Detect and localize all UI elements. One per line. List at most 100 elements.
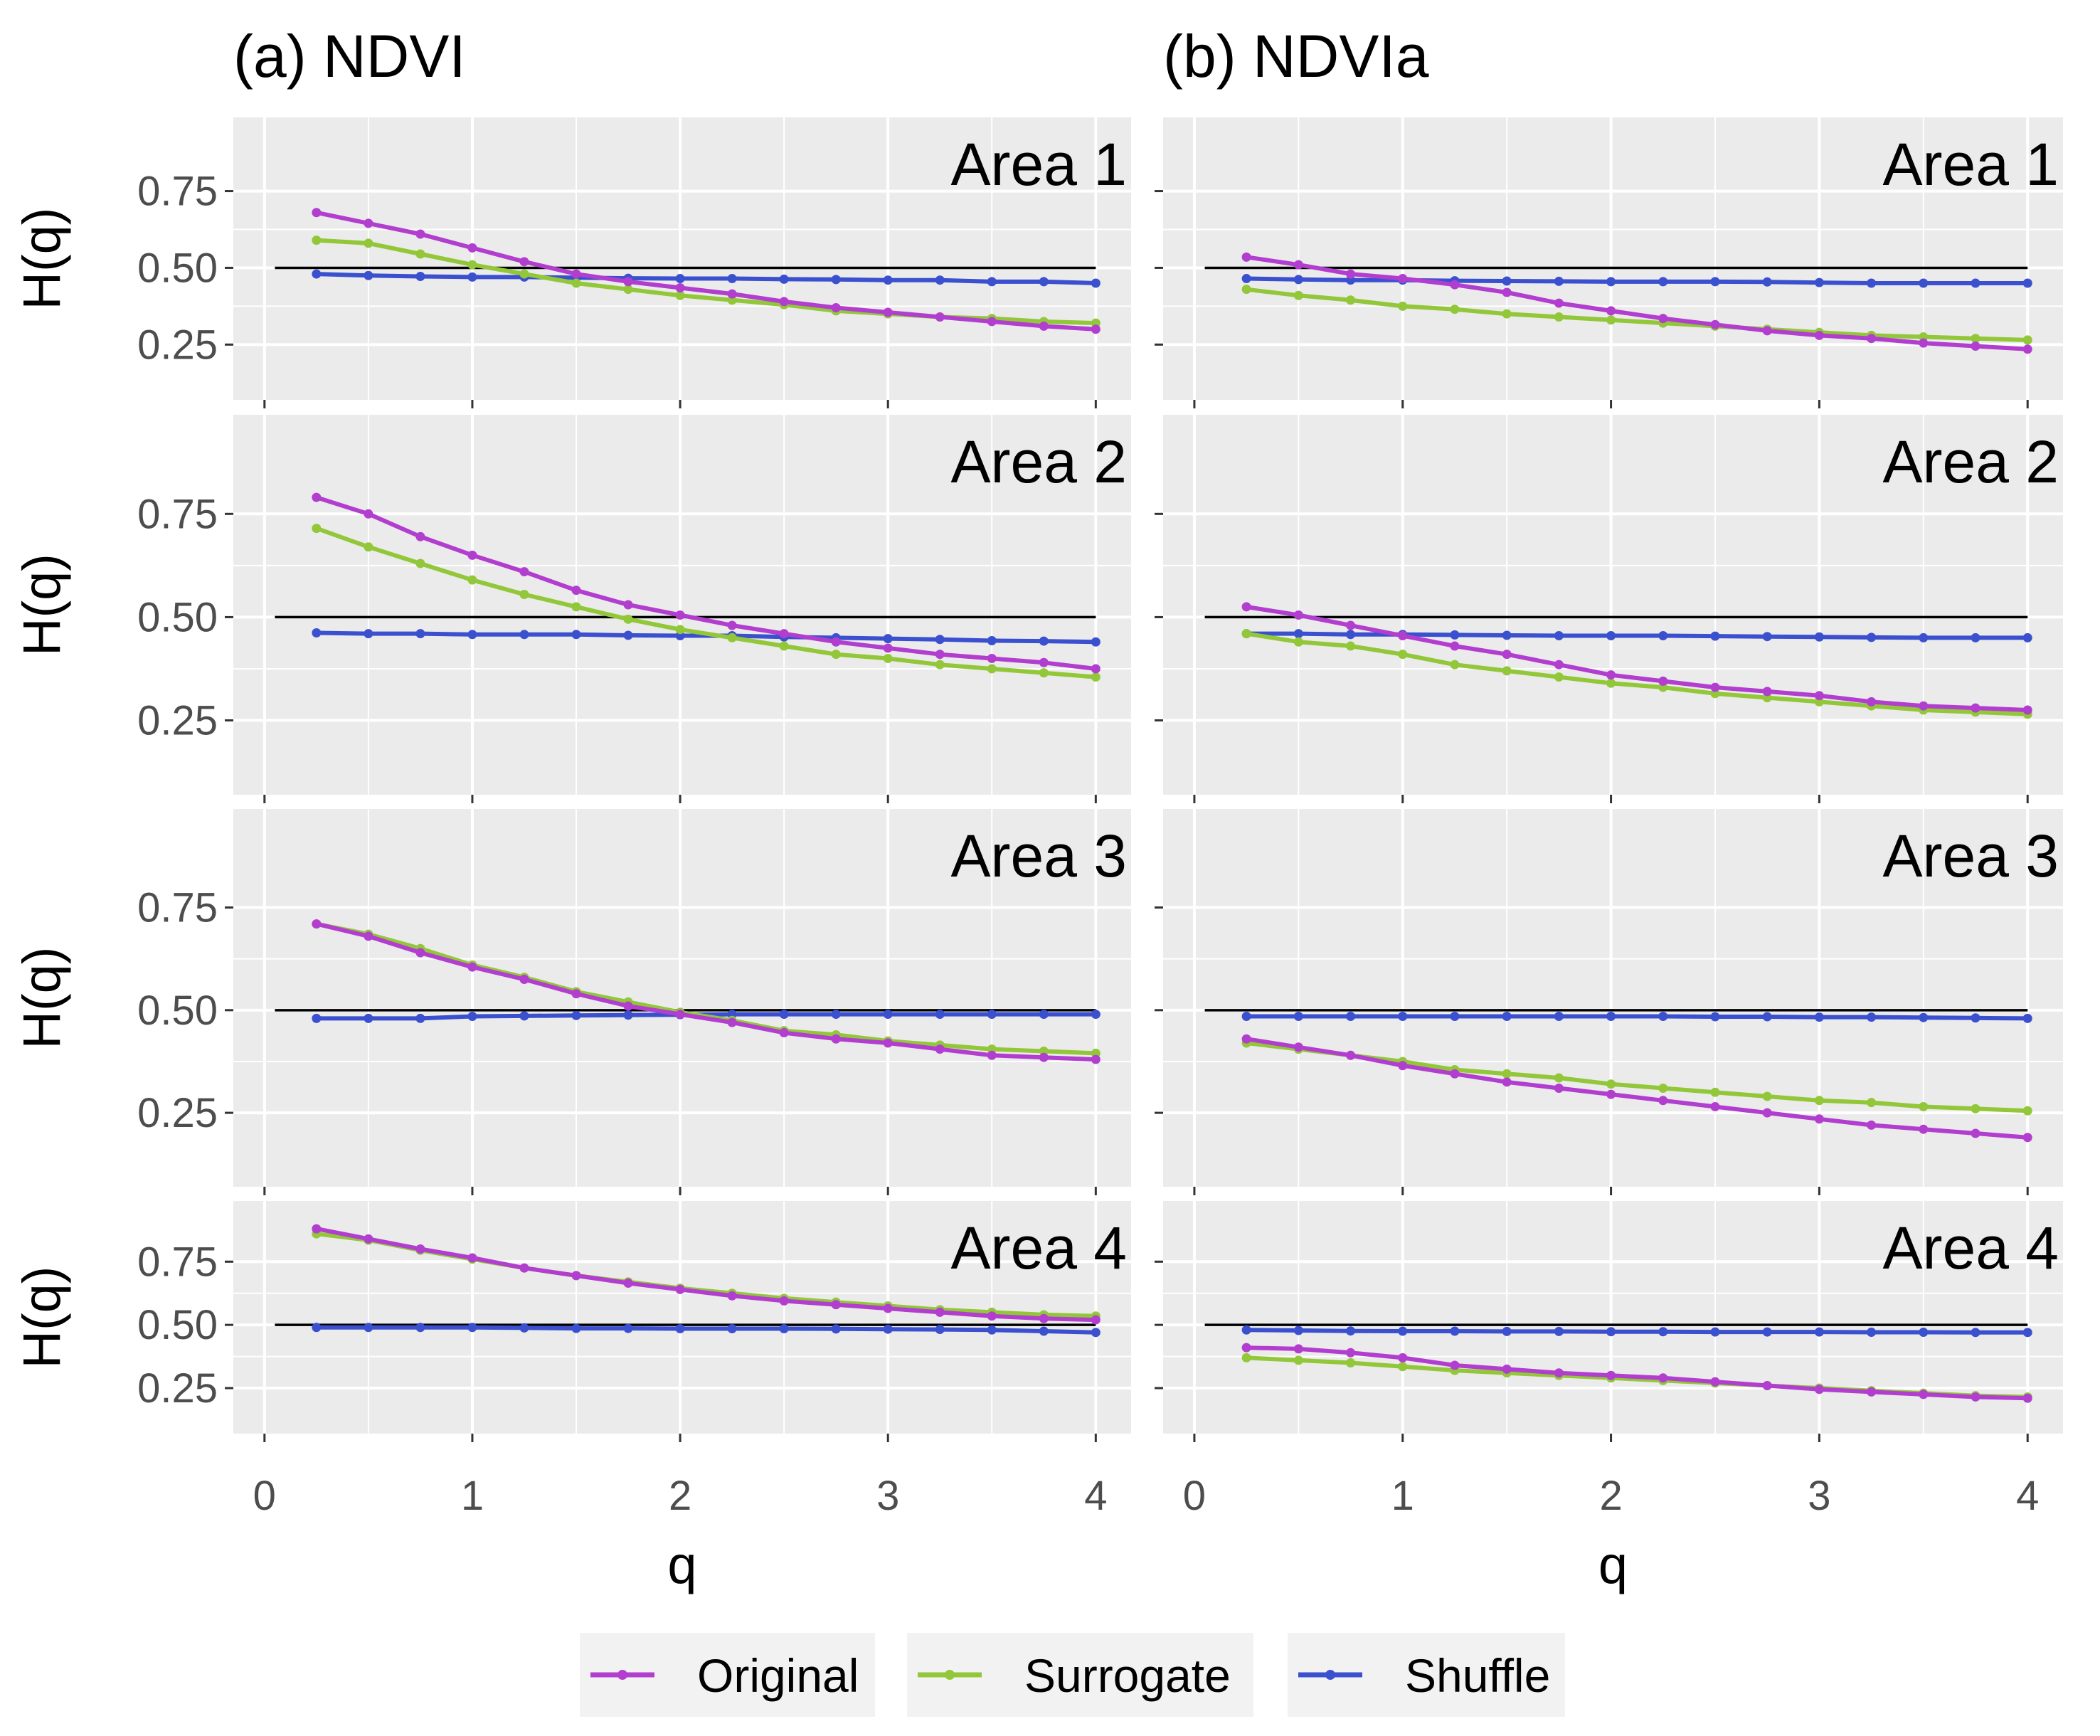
data-point [831,637,841,647]
data-point [467,962,477,972]
data-point [1450,1069,1460,1079]
data-point [1606,306,1616,316]
y-axis-title: H(q) [12,947,71,1049]
legend-item-shuf: Shuffle [1288,1633,1565,1717]
data-point [675,625,685,635]
data-point [883,275,893,285]
data-point [1710,1087,1720,1097]
y-tick-label: 0.75 [137,885,218,931]
y-axis-title: H(q) [12,1266,71,1369]
data-point [1710,277,1720,287]
data-point [727,1017,737,1027]
data-point [1039,277,1049,287]
panel-r3-c2: Area 3 [1155,809,2063,1195]
data-point [364,1013,373,1023]
data-point [467,243,477,253]
data-point [987,653,997,663]
data-point [364,238,373,248]
data-point [1293,260,1303,270]
data-point [779,274,789,284]
data-point [935,275,945,285]
data-point [1971,1013,1980,1023]
series-shuf [1241,1325,2032,1338]
data-point [364,270,373,280]
x-tick-label: 0 [253,1473,276,1519]
data-point [1867,1327,1877,1337]
series-line-shuf [1246,1328,2028,1335]
data-point [2022,633,2032,642]
data-point [987,1311,997,1321]
data-point [935,635,945,645]
data-point [2022,278,2032,288]
data-point [1241,1353,1251,1362]
data-point [831,1010,841,1020]
data-point [1091,637,1101,647]
data-point [883,653,893,663]
y-tick-label: 0.25 [137,322,218,368]
facet-label: Area 1 [1883,131,2059,198]
data-point [467,550,477,560]
data-point [1710,1101,1720,1111]
data-point [1606,277,1616,287]
data-point [1606,1370,1616,1380]
series-line-surr [315,526,1096,679]
data-point [1346,1357,1356,1367]
data-point [1919,1390,1929,1399]
data-point [623,1323,633,1333]
x-axis-title: q [667,1535,696,1594]
series-line-shuf [1246,1014,2028,1021]
facet-label: Area 2 [951,428,1128,495]
facet-label: Area 3 [1883,822,2059,889]
data-point [1450,1326,1460,1336]
data-point [1241,274,1251,284]
data-point [779,629,789,639]
data-point [1091,1328,1101,1338]
data-point [519,1011,529,1021]
data-point [675,274,685,284]
data-point [1039,1326,1049,1336]
data-point [883,634,893,644]
data-point [1346,1011,1356,1021]
data-point [1867,1120,1877,1130]
data-point [467,260,477,270]
data-point [1971,341,1980,351]
y-tick-label: 0.50 [137,245,218,291]
series-surr [312,524,1101,682]
data-point [883,1010,893,1020]
data-point [1814,1114,1824,1124]
data-point [1502,1011,1512,1021]
data-point [883,1303,893,1313]
data-point [571,602,581,612]
data-point [1867,633,1877,642]
data-point [571,269,581,279]
data-point [935,1325,945,1335]
data-point [1450,630,1460,640]
data-point [415,948,425,958]
data-point [1606,678,1616,688]
y-tick-label: 0.75 [137,1239,218,1285]
panel-r2-c2: Area 2 [1155,415,2063,803]
series-orig [1241,1343,2032,1403]
series-orig [1241,252,2032,354]
data-point [364,542,373,552]
data-point [1554,1011,1564,1021]
data-point [1710,1377,1720,1387]
data-point [364,509,373,519]
data-point [1398,301,1408,311]
y-axis-title: H(q) [12,208,71,310]
data-point [415,229,425,239]
data-point [779,1296,789,1306]
data-point [1398,631,1408,641]
data-point [312,1323,322,1333]
data-point [1293,1011,1303,1021]
data-point [415,1323,425,1333]
data-point [1867,334,1877,344]
data-point [1346,641,1356,651]
data-point [1658,1083,1668,1093]
data-point [1293,1355,1303,1365]
data-point [1762,326,1772,336]
data-point [1502,1364,1512,1374]
data-point [1814,1385,1824,1394]
series-line-orig [1246,255,2028,351]
